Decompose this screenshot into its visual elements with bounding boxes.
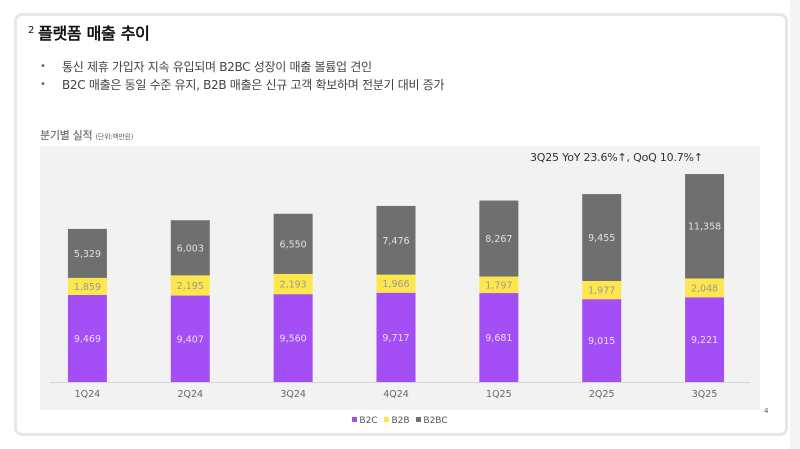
bullet-text: B2C 매출은 동일 수준 유지, B2B 매출은 신규 고객 확보하며 전분기… bbox=[62, 78, 445, 92]
bar-b2c-3q25 bbox=[685, 297, 725, 382]
chart-unit: (단위:백만원) bbox=[95, 133, 134, 141]
data-label-b2b-3q24: 2,193 bbox=[280, 280, 307, 291]
data-label-b2bc-3q25: 11,358 bbox=[688, 222, 721, 233]
bar-b2c-1q25 bbox=[479, 293, 519, 382]
data-label-b2bc-2q25: 9,455 bbox=[588, 233, 615, 244]
data-label-group: 9,469 1,859 5,329 9,407 2,195 6,003 9,560 2,193… bbox=[74, 222, 721, 347]
x-tick-group: 1Q24 2Q24 3Q24 4Q24 1Q25 2Q25 3Q25 bbox=[75, 389, 718, 400]
bar-b2bc-3q24 bbox=[273, 213, 313, 274]
bar-b2bc-3q25 bbox=[685, 174, 725, 279]
bar-b2c-1q24 bbox=[67, 294, 107, 382]
x-tick-label: 3Q24 bbox=[280, 389, 306, 400]
data-label-b2c-3q24: 9,560 bbox=[280, 334, 307, 345]
bar-b2bc-2q25 bbox=[582, 194, 622, 281]
bullet-text: 통신 제휴 가입자 지속 유입되며 B2BC 성장이 매출 볼륨업 견인 bbox=[62, 60, 372, 74]
bar-b2bc-1q24 bbox=[67, 228, 107, 278]
data-label-b2c-1q24: 9,469 bbox=[74, 334, 101, 345]
bullet-item: • B2C 매출은 동일 수준 유지, B2B 매출은 신규 고객 확보하며 전분… bbox=[40, 76, 445, 94]
data-label-b2b-3q25: 2,048 bbox=[691, 283, 718, 294]
bar-b2b-3q24 bbox=[273, 273, 313, 295]
bar-b2c-4q24 bbox=[376, 292, 416, 382]
x-tick-label: 1Q24 bbox=[75, 389, 101, 400]
bar-b2c-2q25 bbox=[582, 299, 622, 382]
x-tick-label: 1Q25 bbox=[486, 389, 512, 400]
legend-swatch-b2b bbox=[384, 417, 390, 422]
data-label-b2bc-1q25: 8,267 bbox=[485, 234, 512, 245]
window-edge bbox=[790, 0, 800, 449]
legend-item-b2bc: B2BC bbox=[416, 416, 448, 426]
x-tick-label: 2Q24 bbox=[177, 389, 203, 400]
legend: B2C B2B B2BC bbox=[0, 416, 800, 426]
data-label-b2b-1q24: 1,859 bbox=[74, 282, 101, 293]
bar-group bbox=[67, 174, 725, 382]
data-label-b2bc-2q24: 6,003 bbox=[177, 243, 204, 254]
data-label-b2b-1q25: 1,797 bbox=[485, 280, 512, 291]
x-tick-label: 4Q24 bbox=[383, 389, 409, 400]
bar-b2b-2q24 bbox=[170, 275, 210, 296]
legend-swatch-b2bc bbox=[416, 417, 422, 422]
data-label-b2bc-4q24: 7,476 bbox=[382, 236, 409, 247]
legend-swatch-b2c bbox=[352, 417, 358, 422]
chart-heading-text: 분기별 실적 bbox=[40, 129, 93, 142]
bullet-item: • 통신 제휴 가입자 지속 유입되며 B2BC 성장이 매출 볼륨업 견인 bbox=[40, 58, 444, 76]
legend-item-b2b: B2B bbox=[384, 416, 410, 426]
data-label-b2bc-3q24: 6,550 bbox=[280, 239, 307, 250]
data-label-b2b-2q25: 1,977 bbox=[588, 286, 615, 297]
bullet-list: • 통신 제휴 가입자 지속 유입되며 B2BC 성장이 매출 볼륨업 견인 • B… bbox=[40, 58, 445, 94]
data-label-b2c-2q25: 9,015 bbox=[588, 336, 615, 347]
data-label-b2c-4q24: 9,717 bbox=[382, 333, 409, 344]
chart-heading: 분기별 실적 (단위:백만원) bbox=[40, 127, 133, 143]
data-label-b2b-2q24: 2,195 bbox=[177, 281, 204, 292]
data-label-b2c-3q25: 9,221 bbox=[691, 335, 718, 346]
bar-b2bc-1q25 bbox=[479, 200, 519, 277]
legend-label-b2b: B2B bbox=[391, 416, 410, 426]
bar-b2b-3q25 bbox=[685, 278, 725, 298]
data-label-b2c-1q25: 9,681 bbox=[485, 333, 512, 344]
section-number: 2 bbox=[28, 25, 35, 36]
bar-b2b-1q25 bbox=[479, 276, 519, 294]
data-label-b2c-2q24: 9,407 bbox=[177, 334, 204, 345]
growth-annotation: 3Q25 YoY 23.6%↑, QoQ 10.7%↑ bbox=[530, 151, 703, 164]
x-tick-label: 2Q25 bbox=[589, 389, 615, 400]
bar-b2bc-2q24 bbox=[170, 220, 210, 276]
bar-b2c-2q24 bbox=[170, 295, 210, 382]
bullet-icon: • bbox=[40, 61, 46, 72]
bar-b2c-3q24 bbox=[273, 294, 313, 382]
data-label-b2bc-1q24: 5,329 bbox=[74, 249, 101, 260]
bar-b2b-2q25 bbox=[582, 280, 622, 300]
x-tick-label: 3Q25 bbox=[692, 389, 718, 400]
page-number: 4 bbox=[764, 407, 769, 415]
bar-b2bc-4q24 bbox=[376, 205, 416, 275]
slide-title-text: 플랫폼 매출 추이 bbox=[38, 24, 150, 43]
bullet-icon: • bbox=[40, 79, 46, 90]
legend-label-b2c: B2C bbox=[359, 416, 378, 426]
legend-label-b2bc: B2BC bbox=[423, 416, 448, 426]
data-label-b2b-4q24: 1,966 bbox=[382, 279, 409, 290]
bar-b2b-4q24 bbox=[376, 274, 416, 293]
slide-title: 2 플랫폼 매출 추이 bbox=[28, 20, 150, 44]
bar-b2b-1q24 bbox=[67, 277, 107, 295]
legend-item-b2c: B2C bbox=[352, 416, 378, 426]
